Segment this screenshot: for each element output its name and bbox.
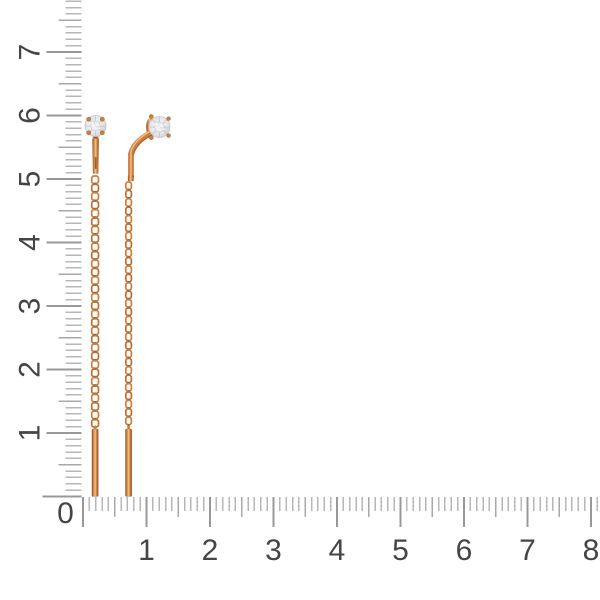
chain-link xyxy=(90,175,100,185)
chain-link xyxy=(90,242,100,252)
ruler-labels: 0 1 2 3 4 5 6 7 8 1 2 3 4 5 6 7 xyxy=(14,44,600,567)
chain-link xyxy=(124,223,133,233)
chain-link xyxy=(124,214,133,224)
v-ruler-label-5: 5 xyxy=(14,171,47,188)
chain-link xyxy=(124,256,133,266)
chain-link xyxy=(124,298,133,308)
chain-link xyxy=(124,349,133,359)
chain-link xyxy=(90,301,100,311)
chain-link xyxy=(90,334,100,344)
chain-link xyxy=(124,382,133,392)
chain-link xyxy=(124,290,133,300)
h-ruler-label-4: 4 xyxy=(329,534,346,567)
chain-link xyxy=(90,250,100,260)
threader-bar xyxy=(91,428,99,497)
chain-link xyxy=(124,407,133,418)
h-ruler-label-7: 7 xyxy=(519,534,536,567)
chain-link xyxy=(90,275,100,286)
chain-link xyxy=(90,343,100,353)
h-ruler-label-3: 3 xyxy=(265,534,282,567)
chain-link xyxy=(124,391,133,401)
chain-link xyxy=(124,307,133,317)
v-ruler-label-2: 2 xyxy=(14,361,47,378)
chain-pin xyxy=(127,424,130,427)
bar-connector xyxy=(93,425,97,430)
chain-link xyxy=(124,189,133,199)
chain-link xyxy=(90,385,100,395)
chain-link xyxy=(124,239,133,250)
chain-link xyxy=(90,292,100,302)
chain-link xyxy=(124,231,133,241)
chain-link xyxy=(124,399,133,409)
chain-link xyxy=(124,181,133,191)
chain-left xyxy=(90,175,100,429)
chain-link xyxy=(124,365,133,376)
chain-link xyxy=(124,374,133,384)
earring-right xyxy=(124,114,171,497)
ruler-label-0: 0 xyxy=(57,497,74,530)
chain-link xyxy=(124,265,133,275)
chain-link xyxy=(90,410,100,420)
chain-link xyxy=(90,309,100,319)
chain-link xyxy=(124,340,133,350)
chain-right xyxy=(124,181,133,427)
tab-slot xyxy=(94,157,97,169)
chain-link xyxy=(90,267,100,277)
chain-link xyxy=(90,359,100,370)
h-ruler-label-8: 8 xyxy=(583,534,600,567)
vertical-ruler xyxy=(42,0,82,498)
chain-link xyxy=(90,208,100,218)
post-end-joint xyxy=(127,175,134,182)
chain-link xyxy=(124,281,133,292)
chain-link xyxy=(90,225,100,235)
post-highlight xyxy=(130,130,150,176)
chain-link xyxy=(124,248,133,258)
threader-bar xyxy=(125,428,133,497)
chain-link xyxy=(90,284,100,294)
earring-left xyxy=(84,115,107,497)
h-ruler-label-1: 1 xyxy=(138,534,155,567)
chain-link xyxy=(124,357,133,367)
v-ruler-label-7: 7 xyxy=(14,44,47,61)
chain-link xyxy=(90,200,100,210)
chain-link xyxy=(90,376,100,386)
chain-link xyxy=(90,368,100,378)
chain-link xyxy=(124,323,133,334)
h-ruler-label-6: 6 xyxy=(456,534,473,567)
bar-left xyxy=(91,425,99,497)
h-ruler-label-5: 5 xyxy=(392,534,409,567)
chain-link xyxy=(90,317,100,328)
chain-link xyxy=(90,183,100,193)
prongs-left xyxy=(86,116,105,136)
horizontal-ruler xyxy=(82,497,599,527)
chain-link xyxy=(90,326,100,336)
chain-link xyxy=(124,206,133,216)
chain-link xyxy=(90,233,100,244)
chain-link xyxy=(90,393,100,403)
chain-link xyxy=(124,332,133,342)
chain-link xyxy=(90,259,100,269)
threader-curved-post xyxy=(128,130,154,180)
stud-neck xyxy=(93,135,98,140)
chain-link xyxy=(90,401,100,412)
chain-link xyxy=(90,217,100,227)
v-ruler-label-3: 3 xyxy=(14,298,47,315)
chain-link xyxy=(124,273,133,283)
chain-link xyxy=(90,351,100,361)
v-ruler-label-6: 6 xyxy=(14,107,47,124)
prongs-right xyxy=(148,114,171,140)
bar-connector xyxy=(127,425,130,430)
chain-link xyxy=(124,197,133,208)
bar-right xyxy=(125,425,133,497)
chain-link xyxy=(124,416,133,426)
h-ruler-label-2: 2 xyxy=(202,534,219,567)
threader-flat-tab xyxy=(92,138,99,174)
chain-link xyxy=(90,191,100,202)
v-ruler-label-1: 1 xyxy=(14,425,47,442)
v-ruler-label-4: 4 xyxy=(14,234,47,251)
chain-link xyxy=(124,315,133,325)
